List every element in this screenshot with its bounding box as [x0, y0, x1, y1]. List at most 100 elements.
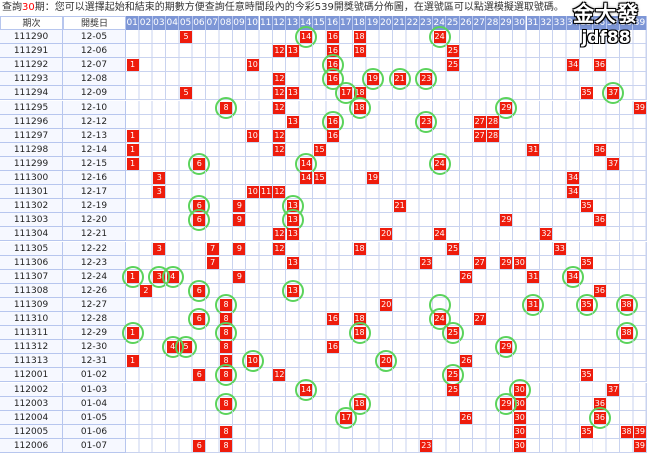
number-column-header-24[interactable]: 24: [433, 16, 447, 30]
number-column-header-07[interactable]: 07: [206, 16, 220, 30]
number-column-header-28[interactable]: 28: [486, 16, 500, 30]
number-column-header-33[interactable]: 33: [553, 16, 567, 30]
drawn-number-03[interactable]: 3: [153, 186, 166, 199]
drawn-number-24[interactable]: 24: [433, 157, 446, 170]
drawn-number-06[interactable]: 6: [193, 284, 206, 297]
drawn-number-20[interactable]: 20: [380, 355, 393, 368]
number-column-header-32[interactable]: 32: [539, 16, 554, 30]
drawn-number-13[interactable]: 13: [286, 200, 299, 213]
drawn-number-38[interactable]: 38: [620, 425, 633, 438]
drawn-number-18[interactable]: 18: [353, 87, 366, 100]
drawn-number-03[interactable]: 3: [153, 270, 166, 283]
drawn-number-09[interactable]: 9: [233, 214, 246, 227]
drawn-number-13[interactable]: 13: [286, 45, 299, 58]
drawn-number-12[interactable]: 12: [273, 242, 286, 255]
drawn-number-17[interactable]: 17: [340, 411, 353, 424]
drawn-number-12[interactable]: 12: [273, 45, 286, 58]
drawn-number-25[interactable]: 25: [447, 45, 459, 58]
drawn-number-20[interactable]: 20: [380, 298, 393, 311]
drawn-number-36[interactable]: 36: [593, 214, 606, 227]
drawn-number-12[interactable]: 12: [273, 228, 286, 241]
number-column-header-16[interactable]: 16: [326, 16, 340, 30]
drawn-number-18[interactable]: 18: [353, 101, 366, 114]
drawn-number-07[interactable]: 7: [206, 256, 219, 269]
drawn-number-10[interactable]: 10: [246, 186, 259, 199]
drawn-number-10[interactable]: 10: [246, 355, 259, 368]
number-column-header-10[interactable]: 10: [246, 16, 260, 30]
drawn-number-01[interactable]: 1: [126, 355, 139, 368]
drawn-number-15[interactable]: 15: [313, 143, 326, 156]
drawn-number-12[interactable]: 12: [273, 143, 286, 156]
drawn-number-26[interactable]: 26: [460, 411, 473, 424]
number-column-header-11[interactable]: 11: [259, 16, 273, 30]
drawn-number-28[interactable]: 28: [487, 129, 500, 142]
drawn-number-23[interactable]: 23: [420, 256, 433, 269]
drawn-number-36[interactable]: 36: [593, 284, 606, 297]
number-column-header-36[interactable]: 36: [593, 16, 607, 30]
drawn-number-12[interactable]: 12: [273, 186, 286, 199]
drawn-number-30[interactable]: 30: [513, 256, 526, 269]
number-column-header-35[interactable]: 35: [579, 16, 594, 30]
drawn-number-11[interactable]: 11: [260, 186, 273, 199]
drawn-number-35[interactable]: 35: [580, 369, 593, 382]
drawn-number-01[interactable]: 1: [126, 270, 139, 283]
drawn-number-31[interactable]: 31: [527, 298, 540, 311]
drawn-number-29[interactable]: 29: [500, 101, 513, 114]
drawn-number-34[interactable]: 34: [567, 172, 580, 184]
number-column-header-22[interactable]: 22: [406, 16, 420, 30]
number-column-header-25[interactable]: 25: [446, 16, 460, 30]
drawn-number-08[interactable]: 8: [220, 397, 233, 410]
drawn-number-18[interactable]: 18: [353, 31, 366, 43]
drawn-number-29[interactable]: 29: [500, 256, 513, 269]
drawn-number-29[interactable]: 29: [500, 397, 513, 410]
drawn-number-08[interactable]: 8: [220, 439, 233, 452]
drawn-number-12[interactable]: 12: [273, 101, 286, 114]
drawn-number-05[interactable]: 5: [180, 31, 192, 43]
number-column-header-29[interactable]: 29: [499, 16, 514, 30]
drawn-number-30[interactable]: 30: [513, 383, 526, 396]
drawn-number-36[interactable]: 36: [593, 397, 606, 410]
number-column-header-20[interactable]: 20: [379, 16, 393, 30]
drawn-number-08[interactable]: 8: [220, 369, 233, 382]
drawn-number-16[interactable]: 16: [326, 59, 339, 72]
drawn-number-31[interactable]: 31: [527, 143, 540, 156]
number-column-header-39[interactable]: 39: [633, 16, 647, 30]
drawn-number-18[interactable]: 18: [353, 313, 366, 325]
drawn-number-26[interactable]: 26: [460, 355, 473, 368]
drawn-number-10[interactable]: 10: [246, 59, 259, 72]
drawn-number-04[interactable]: 4: [166, 270, 179, 283]
number-column-header-27[interactable]: 27: [473, 16, 487, 30]
drawn-number-27[interactable]: 27: [473, 256, 486, 269]
drawn-number-23[interactable]: 23: [420, 115, 433, 128]
drawn-number-09[interactable]: 9: [233, 200, 246, 213]
drawn-number-36[interactable]: 36: [593, 59, 606, 72]
drawn-number-35[interactable]: 35: [580, 87, 593, 100]
drawn-number-34[interactable]: 34: [567, 186, 580, 199]
drawn-number-03[interactable]: 3: [153, 172, 166, 184]
drawn-number-08[interactable]: 8: [220, 425, 233, 438]
drawn-number-27[interactable]: 27: [473, 115, 486, 128]
drawn-number-34[interactable]: 34: [567, 59, 580, 72]
number-column-header-37[interactable]: 37: [606, 16, 620, 30]
drawn-number-10[interactable]: 10: [246, 129, 259, 142]
number-column-header-12[interactable]: 12: [272, 16, 287, 30]
drawn-number-37[interactable]: 37: [607, 157, 620, 170]
drawn-number-33[interactable]: 33: [553, 242, 566, 255]
drawn-number-15[interactable]: 15: [313, 172, 326, 184]
number-column-header-23[interactable]: 23: [419, 16, 434, 30]
number-column-header-38[interactable]: 38: [619, 16, 634, 30]
drawn-number-06[interactable]: 6: [193, 200, 206, 213]
drawn-number-28[interactable]: 28: [487, 115, 500, 128]
drawn-number-16[interactable]: 16: [326, 73, 339, 86]
number-column-header-03[interactable]: 03: [152, 16, 167, 30]
drawn-number-13[interactable]: 13: [286, 214, 299, 227]
drawn-number-08[interactable]: 8: [220, 341, 233, 354]
drawn-number-18[interactable]: 18: [353, 45, 366, 58]
drawn-number-04[interactable]: 4: [166, 341, 179, 354]
drawn-number-27[interactable]: 27: [473, 313, 486, 325]
drawn-number-13[interactable]: 13: [286, 284, 299, 297]
drawn-number-25[interactable]: 25: [447, 327, 459, 340]
drawn-number-18[interactable]: 18: [353, 397, 366, 410]
drawn-number-36[interactable]: 36: [593, 143, 606, 156]
number-column-header-17[interactable]: 17: [339, 16, 353, 30]
